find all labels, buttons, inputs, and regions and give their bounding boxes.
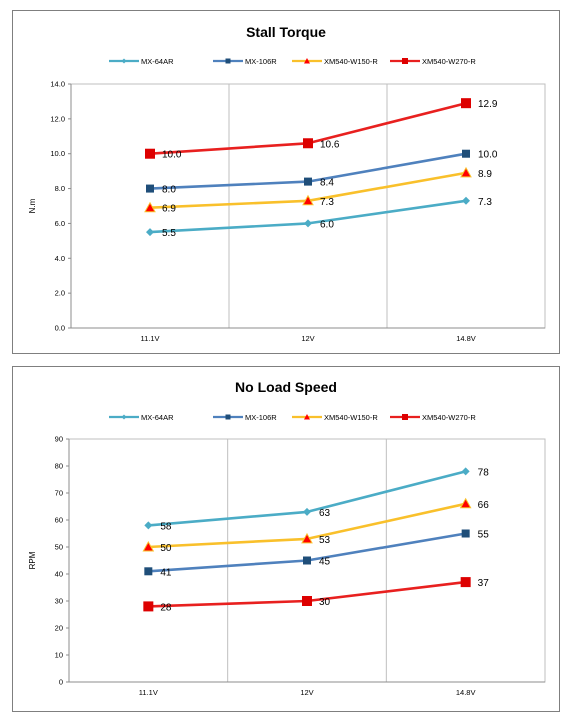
chart1-mx-106r-label-0: 41 bbox=[160, 567, 172, 578]
chart0-x-tick-11-1v: 11.1V bbox=[140, 334, 159, 343]
chart1-y-tick-60: 60 bbox=[55, 516, 63, 525]
chart1-xm540-w270-r-point-1 bbox=[302, 596, 312, 606]
stall-torque-svg: Stall Torque MX-64AR MX-106R XM540-W150-R XM… bbox=[28, 24, 546, 343]
chart0-title: Stall Torque bbox=[246, 24, 326, 40]
chart0-y-tick-0-0: 0.0 bbox=[55, 324, 65, 333]
chart0-mx-64ar-label-0: 5.5 bbox=[162, 228, 176, 239]
chart0-xm540-w270-r-label-2: 12.9 bbox=[478, 99, 498, 110]
chart1-xm540-w150-r-label-1: 53 bbox=[319, 535, 331, 546]
chart1-xm540-w270-r-label-2: 37 bbox=[478, 578, 490, 589]
chart0-mx-64ar-point-0 bbox=[146, 228, 154, 237]
chart1-mx-64ar-point-0 bbox=[144, 521, 153, 530]
chart0-xm540-w150-r-point-1 bbox=[302, 194, 314, 206]
chart0-legend-label-mx-64ar: MX-64AR bbox=[141, 57, 174, 66]
chart1-y-tick-20: 20 bbox=[55, 624, 63, 633]
chart0-y-tick-2-0: 2.0 bbox=[55, 289, 65, 298]
chart1-xm540-w150-r-point-1 bbox=[301, 532, 313, 544]
chart0-mx-64ar-point-2 bbox=[462, 196, 470, 205]
chart0-y-tick-8-0: 8.0 bbox=[55, 184, 65, 193]
chart1-xm540-w150-r-label-2: 66 bbox=[478, 500, 490, 511]
chart0-y-tick-6-0: 6.0 bbox=[55, 219, 65, 228]
chart1-y-tick-90: 90 bbox=[55, 435, 63, 444]
chart0-mx-106r-point-2 bbox=[462, 149, 470, 158]
chart1-xm540-w270-r-label-0: 28 bbox=[160, 602, 172, 613]
chart1-mx-64ar-label-2: 78 bbox=[478, 467, 490, 478]
chart0-xm540-w270-r-point-0 bbox=[145, 148, 155, 159]
chart1-legend-xm540-w150-r-marker bbox=[304, 414, 310, 420]
chart0-legend-xm540-w150-r-marker bbox=[304, 58, 310, 64]
chart0-xm540-w150-r-point-0 bbox=[144, 201, 156, 213]
chart1-mx-106r-point-1 bbox=[303, 556, 311, 565]
chart1-legend-mx-64ar-marker bbox=[121, 414, 127, 420]
chart0-xm540-w270-r-label-0: 10.0 bbox=[162, 150, 182, 161]
chart1-mx-64ar-label-1: 63 bbox=[319, 508, 331, 519]
chart0-plot-area bbox=[70, 83, 546, 329]
chart0-mx-106r-point-0 bbox=[146, 184, 154, 193]
chart0-xm540-w150-r-label-2: 8.9 bbox=[478, 169, 492, 180]
chart1-legend-label-xm540-w270-r: XM540-W270-R bbox=[422, 413, 476, 422]
chart0-legend-label-mx-106r: MX-106R bbox=[245, 57, 277, 66]
chart0-y-tick-12-0: 12.0 bbox=[50, 114, 65, 123]
chart1-xm540-w150-r-point-0 bbox=[142, 540, 155, 552]
no-load-speed-chart: No Load Speed MX-64AR MX-106R XM540-W150-R X… bbox=[12, 366, 560, 712]
chart1-mx-64ar-point-2 bbox=[461, 467, 470, 476]
chart1-legend-label-xm540-w150-r: XM540-W150-R bbox=[324, 413, 378, 422]
chart0-legend-label-xm540-w150-r: XM540-W150-R bbox=[324, 57, 378, 66]
chart0-xm540-w270-r-point-2 bbox=[461, 98, 471, 109]
chart0-xm540-w150-r-point-2 bbox=[460, 166, 472, 178]
chart0-mx-106r-label-0: 8.0 bbox=[162, 185, 176, 196]
no-load-speed-svg: No Load Speed MX-64AR MX-106R XM540-W150-R X… bbox=[28, 379, 546, 697]
chart0-x-tick-14-8v: 14.8V bbox=[456, 334, 476, 343]
chart0-legend-mx-64ar-marker bbox=[121, 58, 127, 64]
chart0-xm540-w150-r-label-0: 6.9 bbox=[162, 204, 176, 215]
chart0-legend-label-xm540-w270-r: XM540-W270-R bbox=[422, 57, 476, 66]
chart1-y-tick-30: 30 bbox=[55, 597, 63, 606]
chart0-y-axis-label: N.m bbox=[28, 198, 37, 213]
chart1-legend-xm540-w270-r-marker bbox=[402, 414, 408, 420]
chart1-x-tick-14-8v: 14.8V bbox=[456, 688, 476, 697]
chart1-xm540-w270-r-label-1: 30 bbox=[319, 597, 331, 608]
chart0-y-tick-10-0: 10.0 bbox=[50, 149, 65, 158]
chart1-y-tick-40: 40 bbox=[55, 570, 63, 579]
chart1-xm540-w270-r-point-0 bbox=[143, 601, 154, 612]
chart1-mx-106r-point-0 bbox=[144, 567, 153, 576]
chart1-mx-106r-label-2: 55 bbox=[478, 530, 490, 541]
chart1-mx-106r-point-2 bbox=[461, 529, 470, 538]
chart1-x-tick-11-1v: 11.1V bbox=[139, 688, 158, 697]
chart1-y-tick-50: 50 bbox=[55, 543, 63, 552]
chart1-x-tick-12v: 12V bbox=[300, 688, 313, 697]
chart1-y-axis-label: RPM bbox=[28, 551, 37, 569]
chart0-x-tick-12v: 12V bbox=[301, 334, 314, 343]
chart0-mx-64ar-label-2: 7.3 bbox=[478, 197, 492, 208]
chart0-mx-106r-label-2: 10.0 bbox=[478, 150, 498, 161]
chart0-xm540-w150-r-label-1: 7.3 bbox=[320, 197, 334, 208]
chart0-xm540-w270-r-point-1 bbox=[303, 138, 313, 149]
chart1-mx-106r-label-1: 45 bbox=[319, 557, 331, 568]
chart1-legend-label-mx-106r: MX-106R bbox=[245, 413, 277, 422]
chart1-mx-64ar-line bbox=[148, 470, 467, 527]
chart1-title: No Load Speed bbox=[235, 379, 337, 395]
chart0-mx-106r-label-1: 8.4 bbox=[320, 178, 334, 189]
chart0-legend-mx-106r-marker bbox=[225, 58, 231, 64]
chart0-xm540-w270-r-label-1: 10.6 bbox=[320, 139, 340, 150]
chart0-legend-xm540-w270-r-marker bbox=[402, 58, 408, 64]
chart0-mx-64ar-label-1: 6.0 bbox=[320, 219, 334, 230]
chart1-xm540-w150-r-point-2 bbox=[459, 497, 472, 509]
chart1-legend-label-mx-64ar: MX-64AR bbox=[141, 413, 174, 422]
chart1-mx-64ar-label-0: 58 bbox=[160, 521, 172, 532]
chart0-y-tick-14-0: 14.0 bbox=[50, 80, 65, 89]
chart1-y-tick-10: 10 bbox=[55, 651, 63, 660]
stall-torque-chart: Stall Torque MX-64AR MX-106R XM540-W150-R XM… bbox=[12, 10, 560, 354]
chart0-mx-64ar-point-1 bbox=[304, 219, 312, 228]
chart1-y-tick-80: 80 bbox=[55, 462, 63, 471]
chart0-mx-106r-point-1 bbox=[304, 177, 312, 186]
chart1-xm540-w270-r-point-2 bbox=[460, 577, 471, 588]
chart1-xm540-w150-r-label-0: 50 bbox=[160, 543, 172, 554]
chart1-mx-64ar-point-1 bbox=[303, 507, 311, 516]
chart1-legend-mx-106r-marker bbox=[225, 414, 231, 420]
chart0-y-tick-4-0: 4.0 bbox=[55, 254, 65, 263]
chart1-y-tick-0: 0 bbox=[59, 678, 63, 687]
chart1-y-tick-70: 70 bbox=[55, 489, 63, 498]
